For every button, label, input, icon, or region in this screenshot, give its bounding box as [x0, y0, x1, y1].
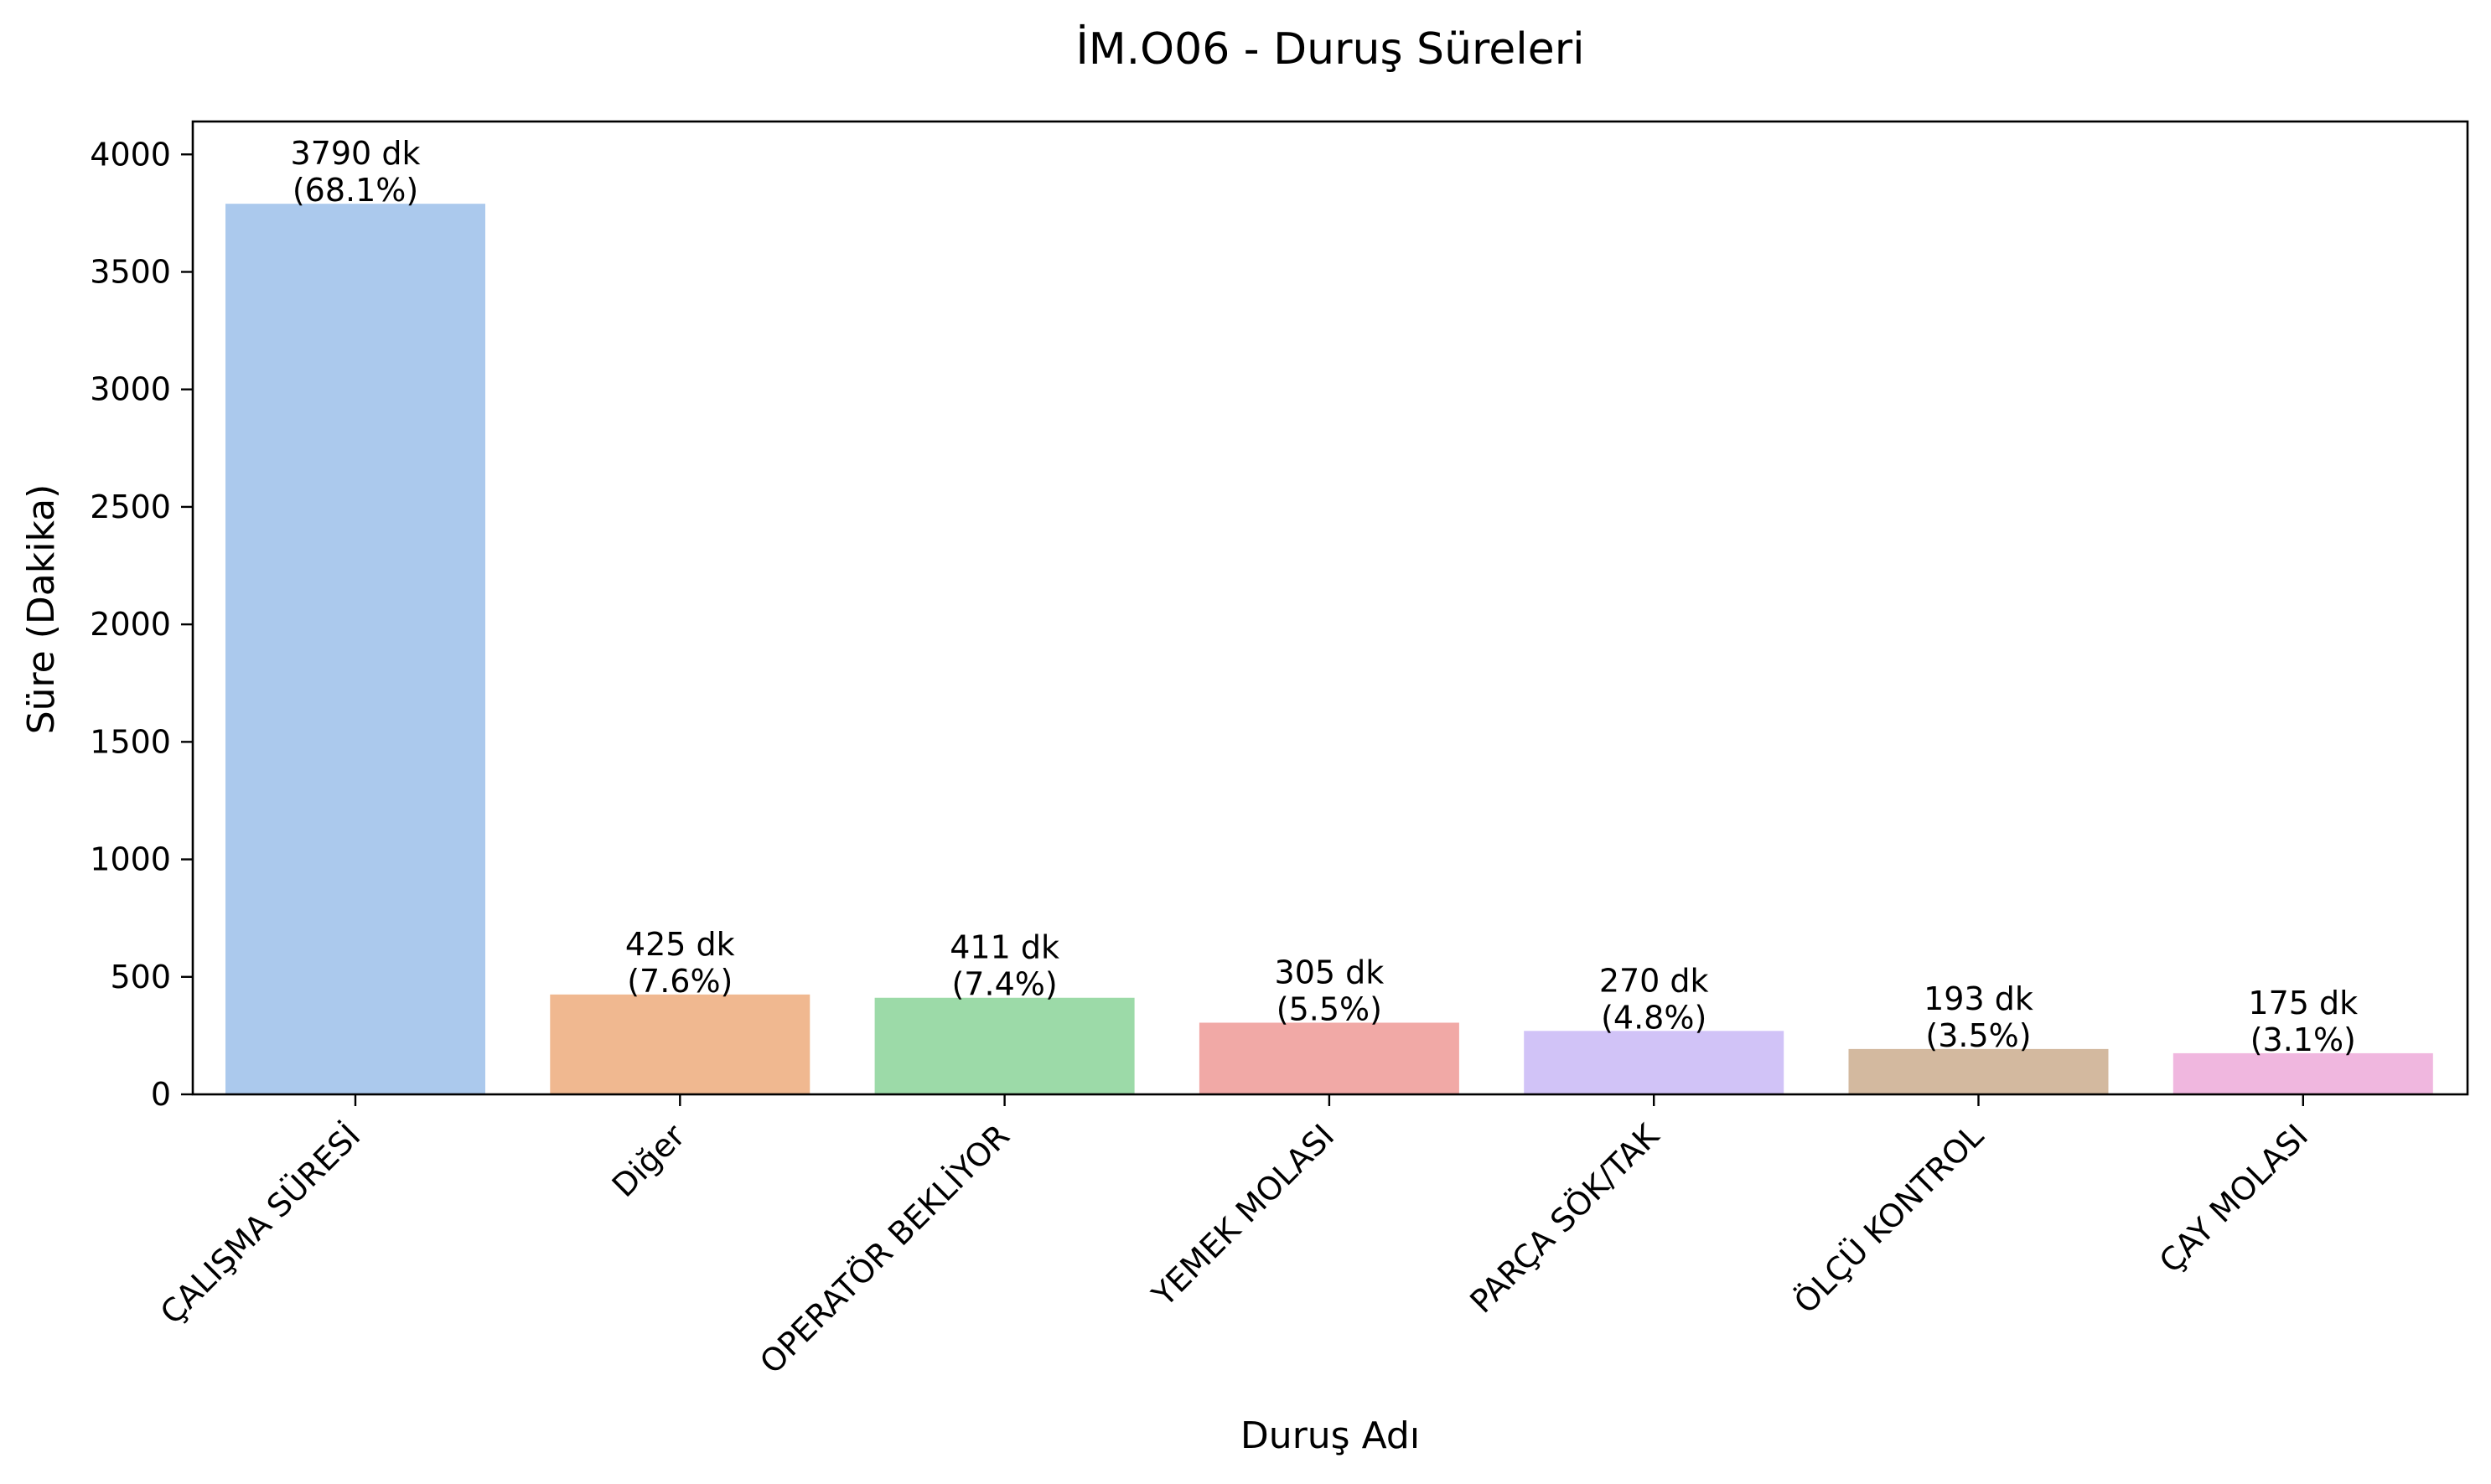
bar-percent-label: (68.1%) [293, 172, 418, 209]
bar-value-label: 425 dk [625, 926, 735, 963]
bar-percent-label: (5.5%) [1277, 990, 1382, 1027]
bar [1199, 1022, 1459, 1094]
bar-percent-label: (3.1%) [2250, 1021, 2356, 1058]
bar [550, 994, 810, 1094]
bar [1524, 1031, 1784, 1094]
plot-frame [191, 120, 2469, 1096]
bar-percent-label: (7.4%) [951, 966, 1057, 1003]
y-tick-label: 2500 [90, 489, 171, 525]
bar [874, 997, 1135, 1094]
bar [1848, 1048, 2109, 1094]
bar [225, 204, 485, 1094]
bar-percent-label: (4.8%) [1601, 999, 1706, 1036]
y-tick-label: 3000 [90, 371, 171, 408]
y-axis: 0 500 1000 1500 2000 2500 3000 3500 4000 [90, 136, 193, 1113]
bar-value-label: 411 dk [950, 929, 1059, 966]
y-tick-label: 3500 [90, 253, 171, 290]
bar-percent-label: (7.6%) [627, 963, 733, 1000]
bar-value-label: 175 dk [2248, 985, 2358, 1021]
bar-percent-label: (3.5%) [1925, 1017, 2031, 1054]
y-tick-label: 1500 [90, 723, 171, 760]
bar-value-label: 3790 dk [291, 135, 421, 172]
bar-value-label: 270 dk [1599, 962, 1709, 999]
y-tick-label: 1000 [90, 841, 171, 878]
x-axis-title: Duruş Adı [1240, 1414, 1420, 1457]
chart-title: İM.O06 - Duruş Süreleri [1075, 23, 1584, 75]
value-labels-group: 3790 dk(68.1%) 425 dk(7.6%) 411 dk(7.4%) 30… [291, 135, 2359, 1058]
bar-value-label: 305 dk [1275, 954, 1385, 990]
y-tick-label: 4000 [90, 136, 171, 173]
y-axis-title: Süre (Dakika) [20, 484, 63, 735]
bars-group [225, 204, 2433, 1094]
bar [2173, 1052, 2433, 1094]
y-tick-label: 500 [110, 959, 171, 995]
bar-value-label: 193 dk [1924, 980, 2033, 1017]
y-tick-label: 2000 [90, 606, 171, 643]
y-tick-label: 0 [151, 1076, 171, 1113]
